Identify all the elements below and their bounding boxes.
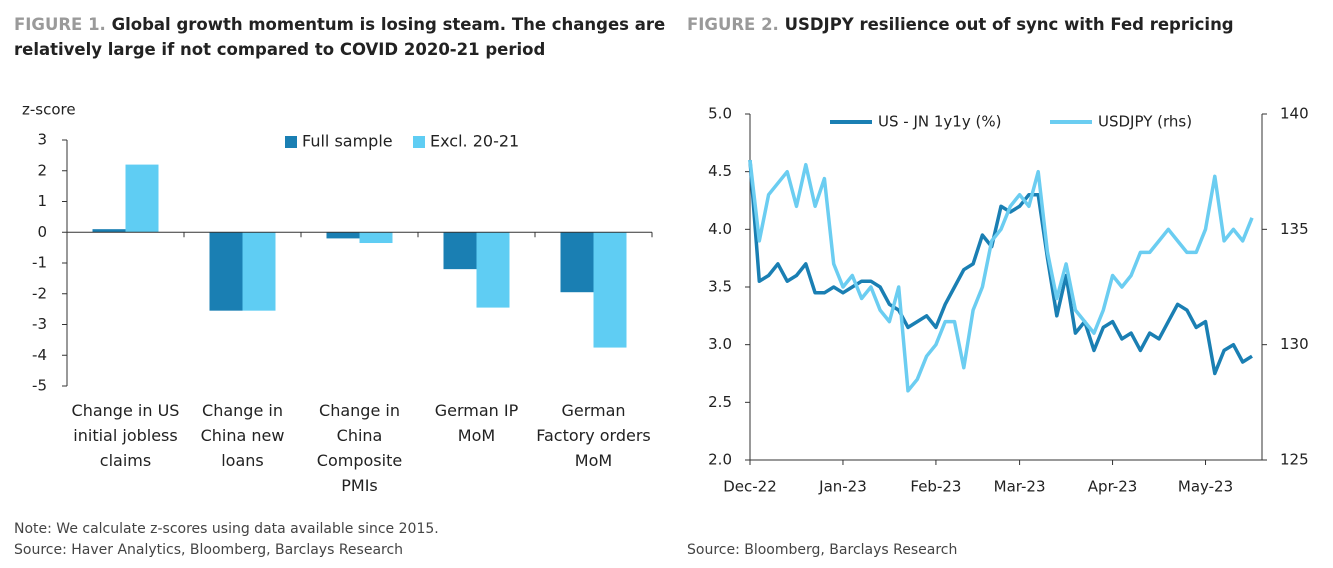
line-chart: 2.0 2.5 3.0 3.5 4.0 4.5 5.0 125 130 135 140 Dec-22 J… — [708, 105, 1309, 496]
y-tick-label: -5 — [32, 377, 47, 395]
bar — [326, 232, 360, 239]
title-text: Global growth momentum is losing steam. … — [14, 15, 666, 59]
y-tick-label: -4 — [32, 346, 47, 364]
bar — [476, 232, 510, 308]
legend-label: Full sample — [302, 132, 393, 151]
x-tick-label: German IP MoM — [434, 401, 519, 445]
y-tick-label: 2.5 — [708, 393, 732, 411]
y-tick-label: -3 — [32, 315, 47, 333]
x-tick-label: Dec-22 — [723, 478, 777, 496]
bar-chart: z-score -5 -4 -3 -2 -1 0 1 2 3 Full sample Excl. 20… — [22, 101, 653, 495]
x-tick-label: May-23 — [1178, 478, 1233, 496]
x-tick-label: German Factory orders MoM — [536, 401, 651, 470]
y-tick-label: 2.0 — [708, 451, 732, 469]
bar — [209, 232, 243, 311]
y-tick-label: 3.0 — [708, 335, 732, 353]
bar — [242, 232, 276, 311]
x-tick-label-box: German Factory orders MoM — [536, 401, 651, 470]
legend-label: USDJPY (rhs) — [1098, 113, 1192, 131]
figure-2-title: FIGURE 2. USDJPY resilience out of sync … — [687, 12, 1327, 37]
legend-swatch — [413, 136, 425, 148]
y-tick-label: 4.0 — [708, 220, 732, 238]
y2-tick-label: 130 — [1280, 335, 1309, 353]
x-tick-label: Apr-23 — [1088, 478, 1138, 496]
y-tick-label: 2 — [37, 161, 47, 179]
x-tick-label-box: Change in China Composite PMIs — [316, 401, 403, 495]
x-tick-label: Jan-23 — [818, 478, 867, 496]
bar — [443, 232, 477, 270]
y-tick-label: 3 — [37, 131, 47, 149]
y2-tick-label: 135 — [1280, 220, 1309, 238]
figure-label: FIGURE 1. — [14, 15, 106, 34]
y-tick-label: 5.0 — [708, 105, 732, 123]
y-axis-label: z-score — [22, 101, 76, 119]
x-tick-label-box: German IP MoM — [434, 401, 519, 445]
x-tick-label: Feb-23 — [910, 478, 961, 496]
x-tick-label: Change in China new loans — [200, 401, 285, 470]
x-tick-label: Change in China Composite PMIs — [316, 401, 403, 495]
bar — [125, 164, 159, 233]
note: Note: We calculate z-scores using data a… — [14, 521, 439, 537]
bar — [92, 229, 126, 233]
line-series — [748, 159, 1253, 376]
bar — [560, 232, 594, 293]
x-tick-label: Mar-23 — [994, 478, 1046, 496]
x-tick-label-box: Change in China new loans — [200, 401, 285, 470]
legend-label: US - JN 1y1y (%) — [878, 113, 1001, 131]
y2-tick-label: 140 — [1280, 105, 1309, 123]
x-tick-label-box: Change in US initial jobless claims — [71, 401, 180, 470]
source: Source: Bloomberg, Barclays Research — [687, 542, 958, 558]
y2-tick-label: 125 — [1280, 451, 1309, 469]
bar — [593, 232, 627, 348]
y-tick-label: -2 — [32, 284, 47, 302]
y-tick-label: -1 — [32, 254, 47, 272]
figure-1-title: FIGURE 1. Global growth momentum is losi… — [14, 12, 674, 62]
y-tick-label: 4.5 — [708, 162, 732, 180]
figure-label: FIGURE 2. — [687, 15, 779, 34]
x-tick-label: Change in US initial jobless claims — [71, 401, 180, 470]
y-tick-label: 0 — [37, 223, 47, 241]
source: Source: Haver Analytics, Bloomberg, Barc… — [14, 542, 404, 558]
title-text: USDJPY resilience out of sync with Fed r… — [784, 15, 1234, 34]
bar — [359, 232, 393, 244]
legend-swatch — [285, 136, 297, 148]
legend-label: Excl. 20-21 — [430, 132, 519, 151]
notes: Note: We calculate z-scores using data a… — [14, 519, 439, 561]
y-tick-label: 3.5 — [708, 278, 732, 296]
line-series — [748, 159, 1254, 393]
y-tick-label: 1 — [37, 192, 47, 210]
